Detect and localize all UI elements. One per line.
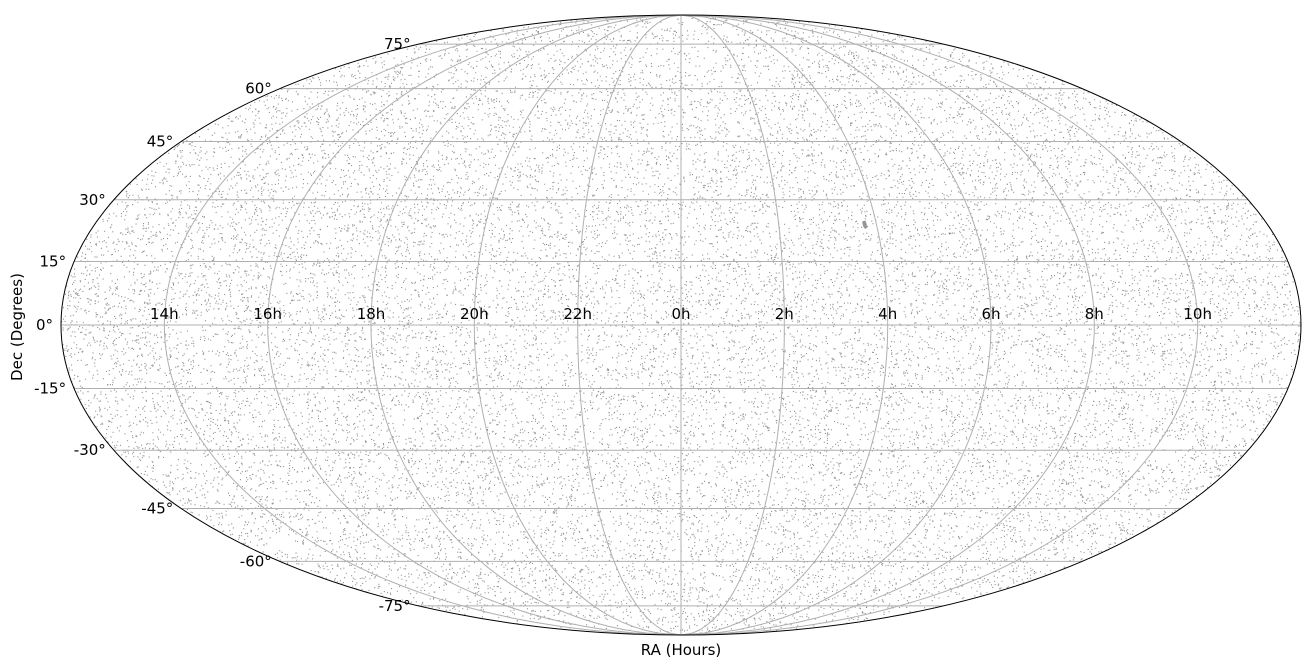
- dec-tick-label: 30°: [79, 191, 106, 209]
- dec-tick-labels: 75° 60° 45° 30° 15° 0° -15° -30° -45° -60° -75°: [34, 35, 411, 615]
- dec-tick-label: -60°: [240, 552, 272, 570]
- dec-tick-label: 15°: [40, 253, 67, 271]
- ra-tick-label: 6h: [981, 305, 1000, 323]
- ra-tick-label: 10h: [1183, 305, 1212, 323]
- ra-tick-label: 4h: [878, 305, 897, 323]
- ra-tick-label: 14h: [150, 305, 179, 323]
- ra-grid-line: [473, 15, 682, 635]
- ra-grid-line: [680, 15, 1199, 635]
- ra-grid-line: [163, 15, 682, 635]
- x-axis-label: RA (Hours): [641, 641, 722, 659]
- dec-tick-label: -15°: [34, 380, 66, 398]
- ra-tick-label: 8h: [1085, 305, 1104, 323]
- ra-tick-label: 16h: [253, 305, 282, 323]
- projection-boundary: [60, 14, 1302, 636]
- dec-tick-label: 0°: [36, 316, 53, 334]
- ra-tick-label: 0h: [671, 305, 690, 323]
- ra-grid-line: [370, 15, 682, 635]
- dec-tick-label: 60°: [245, 80, 272, 98]
- ra-grid-line: [577, 15, 682, 635]
- dec-tick-label: 75°: [384, 35, 411, 53]
- grid-lines: [61, 15, 1301, 635]
- ra-grid-line: [680, 15, 889, 635]
- ra-tick-label: 18h: [357, 305, 386, 323]
- ra-tick-label: 22h: [563, 305, 592, 323]
- ra-grid-line: [680, 15, 785, 635]
- ra-grid-line: [267, 15, 682, 635]
- ra-grid-line: [680, 15, 992, 635]
- ra-tick-labels: 14h 16h 18h 20h 22h 0h 2h 4h 6h 8h 10h: [150, 305, 1212, 323]
- dec-tick-label: -45°: [141, 500, 173, 518]
- dec-tick-label: -75°: [379, 597, 411, 615]
- ra-grid-line: [680, 15, 1095, 635]
- dec-tick-label: 45°: [147, 133, 174, 151]
- dec-tick-label: -30°: [74, 441, 106, 459]
- ra-tick-label: 2h: [775, 305, 794, 323]
- y-axis-label: Dec (Degrees): [8, 273, 26, 381]
- ra-tick-label: 20h: [460, 305, 489, 323]
